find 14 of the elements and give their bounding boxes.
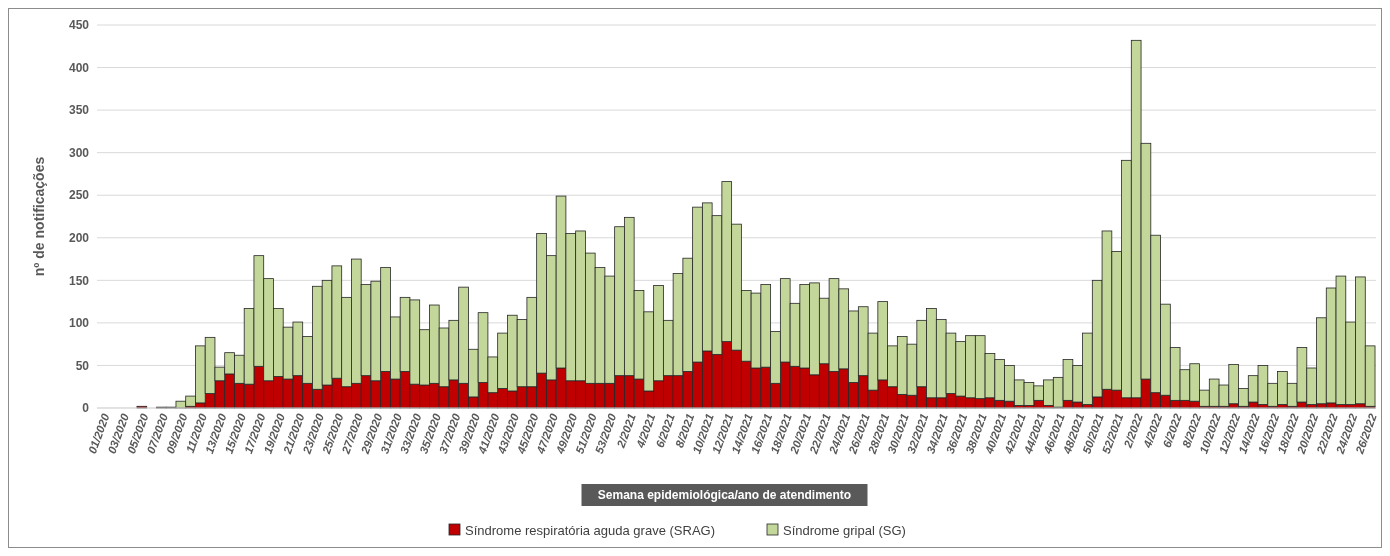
y-tick-label: 0 <box>82 401 90 416</box>
y-tick-label: 450 <box>68 18 90 33</box>
y-axis-title: nº de notificações <box>31 156 47 277</box>
y-tick-label: 100 <box>68 316 90 331</box>
y-tick-label: 50 <box>75 358 90 373</box>
y-tick-label: 150 <box>68 273 90 288</box>
y-tick-label: 200 <box>68 230 90 245</box>
y-tick-label: 400 <box>68 60 90 75</box>
y-tick-label: 300 <box>68 145 90 160</box>
legend-label: Síndrome respiratória aguda grave (SRAG) <box>465 522 716 538</box>
legend-label: Síndrome gripal (SG) <box>783 522 906 538</box>
y-tick-label: 250 <box>68 188 90 203</box>
x-axis-title: Semana epidemiológica/ano de atendimento <box>597 488 852 503</box>
y-tick-label: 350 <box>68 103 90 118</box>
